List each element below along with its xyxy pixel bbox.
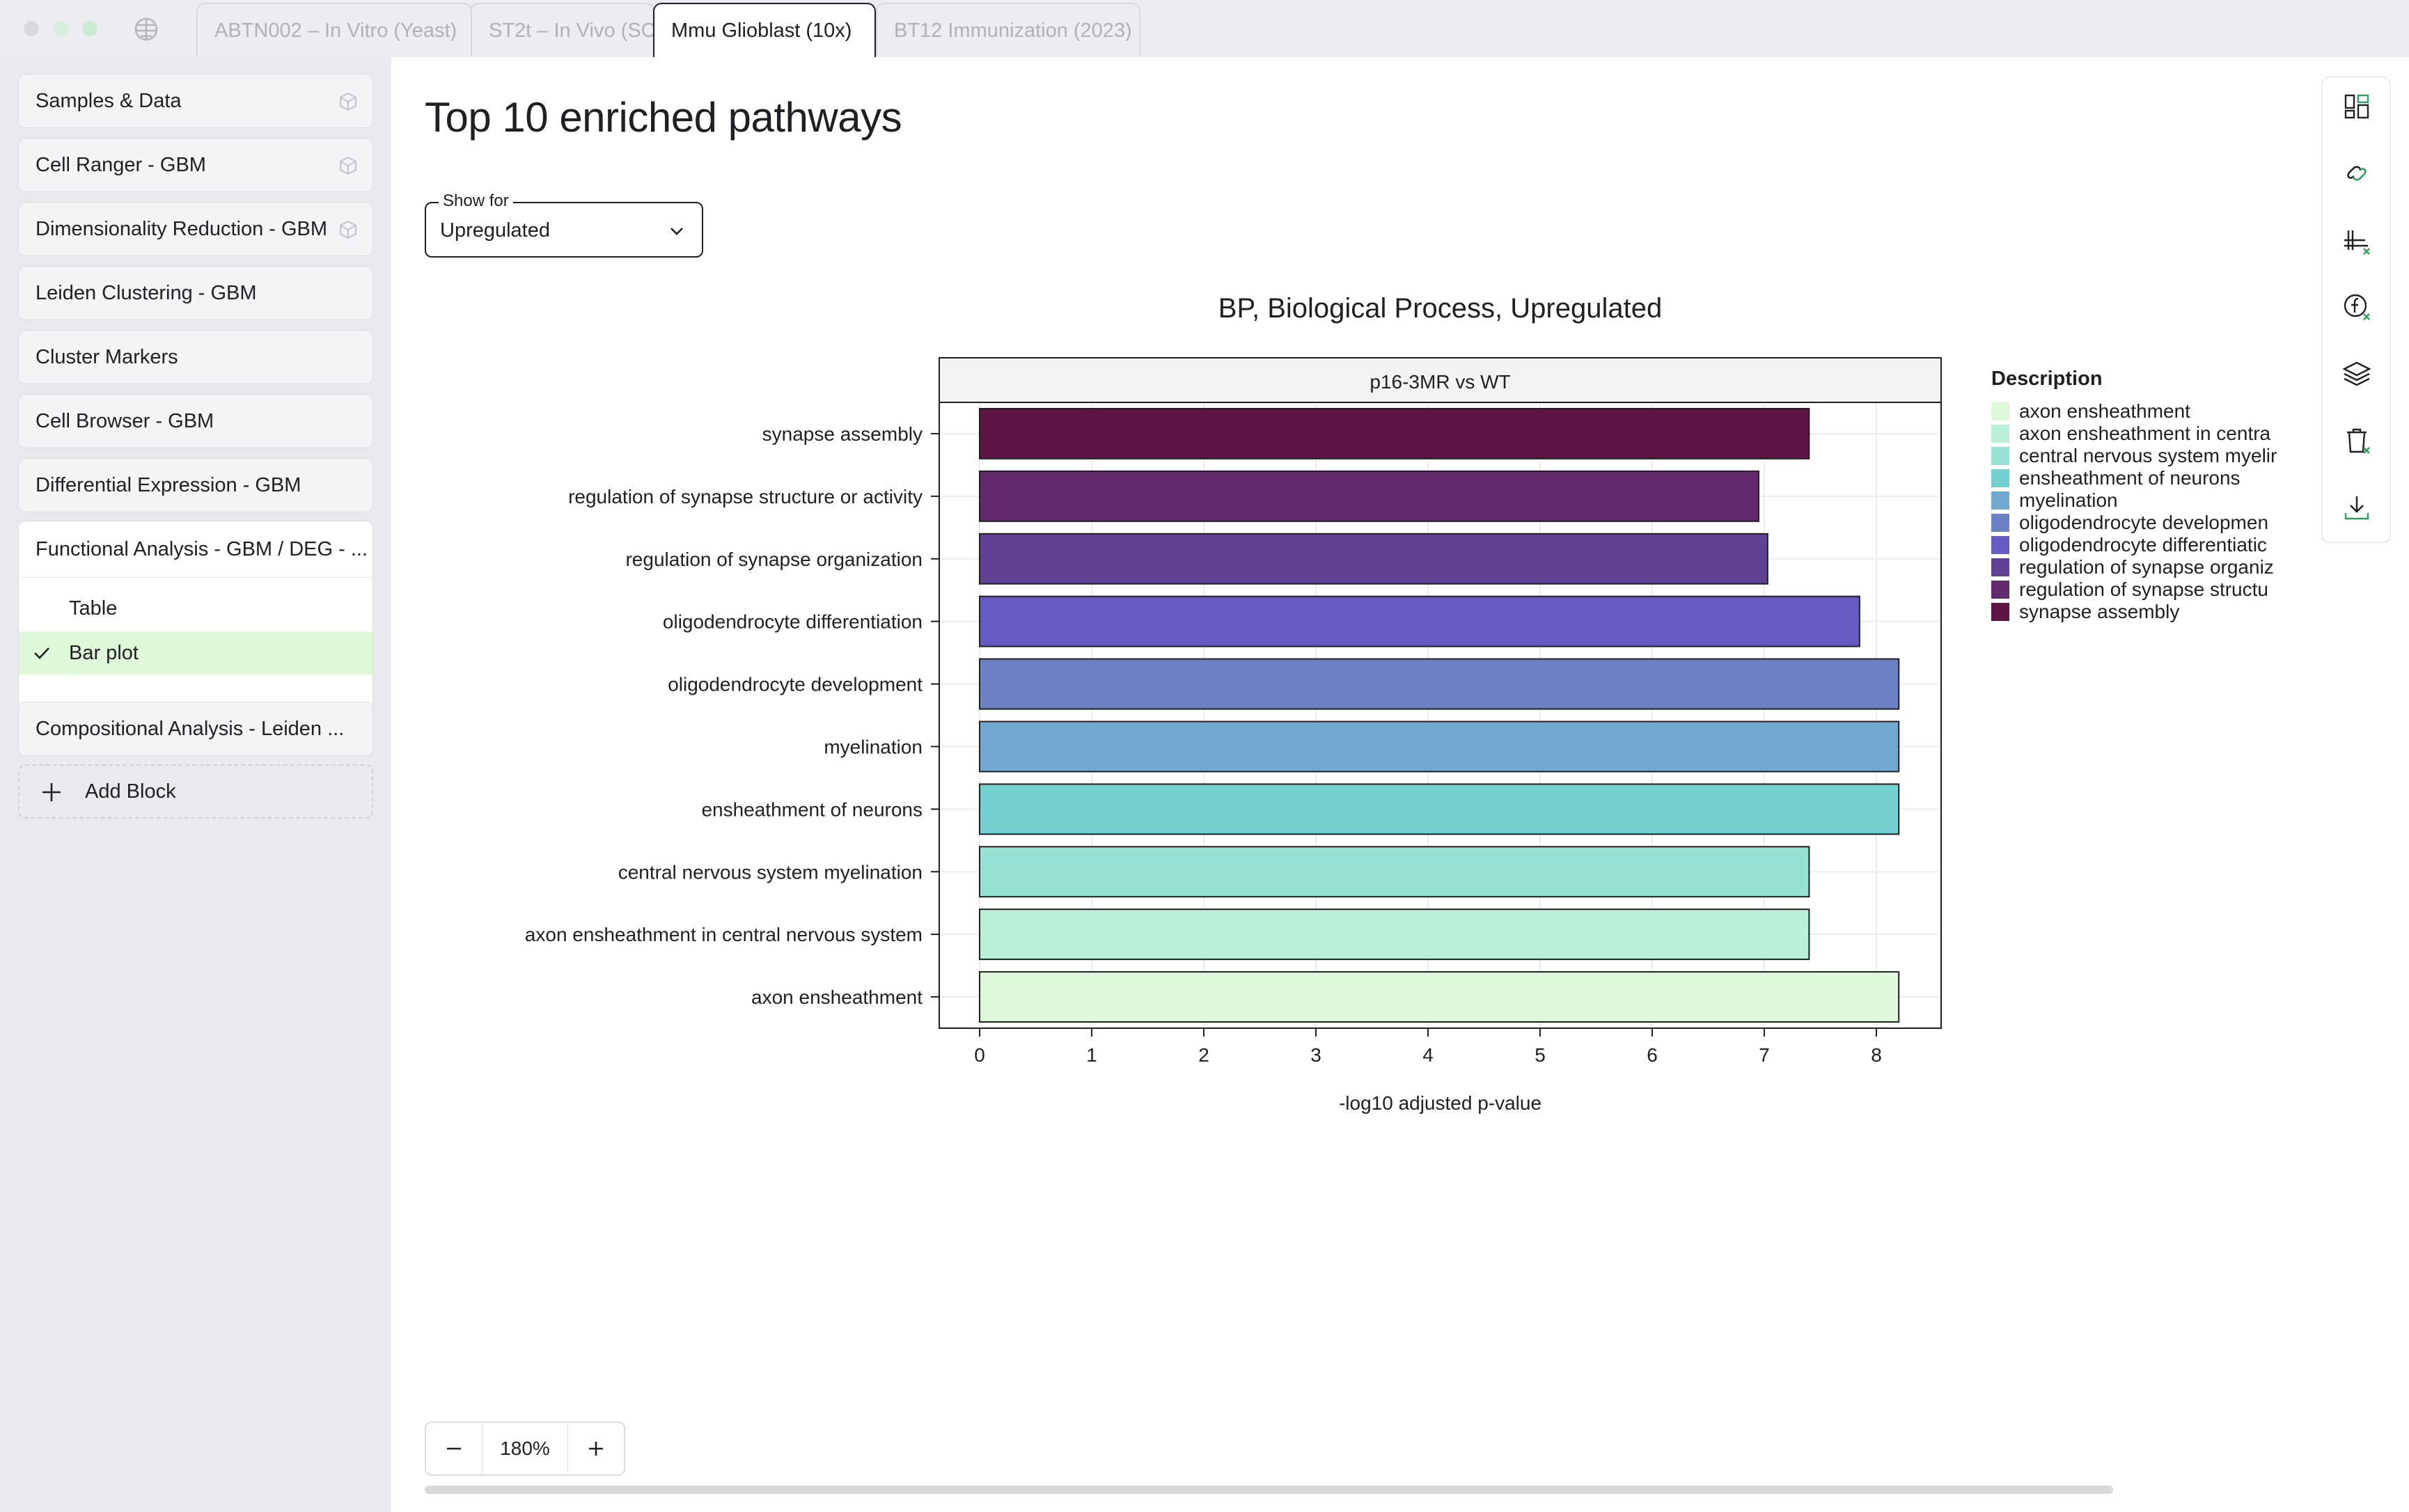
subitem-label: Bar plot xyxy=(69,642,139,664)
block-label: Cluster Markers xyxy=(36,346,178,368)
right-toolbar xyxy=(2321,77,2391,543)
delete-icon[interactable] xyxy=(2341,425,2372,456)
horizontal-scrollbar[interactable] xyxy=(425,1486,2113,1494)
cube-icon xyxy=(340,220,356,239)
block-label: Samples & Data xyxy=(36,90,182,112)
select-value: Upregulated xyxy=(440,219,550,242)
block-label: Compositional Analysis - Leiden ... xyxy=(36,718,345,740)
sidebar-block-cell-browser[interactable]: Cell Browser - GBM xyxy=(18,394,373,448)
sidebar-block-cluster-markers[interactable]: Cluster Markers xyxy=(18,330,373,384)
top-bar: ABTN002 – In Vitro (Yeast) ST2t – In Viv… xyxy=(0,0,2409,58)
plus-icon xyxy=(42,783,61,801)
link-icon[interactable] xyxy=(2341,158,2372,189)
tab-label: Mmu Glioblast (10x) xyxy=(671,19,852,42)
block-label: Cell Browser - GBM xyxy=(36,410,214,432)
sidebar-block-cell-ranger[interactable]: Cell Ranger - GBM xyxy=(18,138,373,192)
sidebar-block-compositional-analysis[interactable]: Compositional Analysis - Leiden ... xyxy=(18,702,373,756)
zoom-control: 180% xyxy=(425,1422,625,1476)
zoom-level: 180% xyxy=(482,1423,568,1474)
block-label: Leiden Clustering - GBM xyxy=(36,282,257,304)
add-block-label: Add Block xyxy=(85,780,176,803)
block-label: Dimensionality Reduction - GBM xyxy=(36,218,328,240)
add-block-button[interactable]: Add Block xyxy=(18,764,373,819)
tab-label: BT12 Immunization (2023) xyxy=(894,19,1132,42)
subitem-label: Table xyxy=(69,597,118,620)
functional-analysis-header[interactable]: Functional Analysis - GBM / DEG - ... xyxy=(19,521,372,578)
tab-label: ABTN002 – In Vitro (Yeast) xyxy=(214,19,457,42)
layers-icon[interactable] xyxy=(2341,359,2372,389)
cube-icon xyxy=(340,156,356,175)
show-for-select[interactable]: Show for Upregulated xyxy=(425,191,703,258)
sidebar-block-samples-data[interactable]: Samples & Data xyxy=(18,74,373,128)
tab-st2t[interactable]: ST2t – In Vivo (SC) xyxy=(471,3,654,56)
select-legend: Show for xyxy=(439,191,513,212)
zoom-in-button[interactable] xyxy=(568,1423,624,1474)
block-label: Functional Analysis - GBM / DEG - ... xyxy=(36,538,368,560)
window-minimize-dot[interactable] xyxy=(53,21,68,36)
sidebar-block-dimensionality-reduction[interactable]: Dimensionality Reduction - GBM xyxy=(18,202,373,256)
cube-icon xyxy=(340,92,356,111)
dashboard-layout-icon[interactable] xyxy=(2341,91,2372,122)
tab-abtn002[interactable]: ABTN002 – In Vitro (Yeast) xyxy=(196,3,472,56)
tab-bt12[interactable]: BT12 Immunization (2023) xyxy=(876,3,1140,56)
block-label: Cell Ranger - GBM xyxy=(36,154,206,176)
zoom-out-button[interactable] xyxy=(426,1423,482,1474)
axis-crosshair-icon[interactable] xyxy=(2341,225,2372,255)
tab-label: ST2t – In Vivo (SC) xyxy=(489,19,654,42)
sidebar-block-differential-expression[interactable]: Differential Expression - GBM xyxy=(18,458,373,512)
sidebar-subitem-bar-plot[interactable]: Bar plot xyxy=(19,631,372,675)
sidebar-block-leiden-clustering[interactable]: Leiden Clustering - GBM xyxy=(18,266,373,320)
checkmark-icon xyxy=(34,647,49,659)
sidebar: Samples & Data Cell Ranger - GBM Dimensi… xyxy=(0,57,391,1512)
app-logo-icon[interactable] xyxy=(132,15,160,43)
main-panel: Top 10 enriched pathways Show for Upregu… xyxy=(391,57,2409,1512)
tab-mmu-glioblast[interactable]: Mmu Glioblast (10x) xyxy=(653,3,876,57)
block-label: Differential Expression - GBM xyxy=(36,474,301,496)
chevron-down-icon xyxy=(670,228,683,235)
download-icon[interactable] xyxy=(2341,492,2372,523)
page-title: Top 10 enriched pathways xyxy=(425,94,902,141)
sidebar-subitem-table[interactable]: Table xyxy=(19,587,372,630)
window-close-dot[interactable] xyxy=(24,21,39,36)
window-maximize-dot[interactable] xyxy=(82,21,97,36)
function-icon[interactable] xyxy=(2341,292,2372,322)
